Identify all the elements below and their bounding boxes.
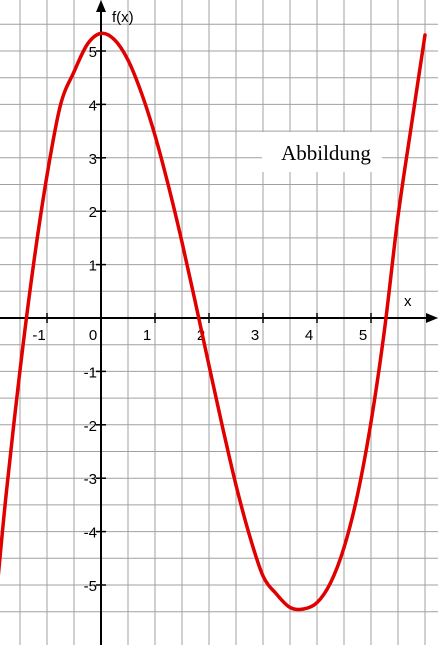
curve-point [249,534,250,536]
y-tick-label: -3 [84,471,97,488]
curve-point [343,547,345,549]
curve-point [330,582,331,584]
curve-point [6,490,7,492]
curve-point [168,185,169,187]
curve-point [127,59,129,61]
y-axis-label: f(x) [112,9,134,26]
curve-point [19,369,21,371]
x-tick-label: 5 [359,327,367,344]
curve-point [100,32,102,34]
y-tick-label: 4 [89,97,97,114]
curve-point [316,602,318,604]
x-axis-arrow [426,313,438,323]
curve-point [87,43,88,45]
curve-point [208,365,210,367]
x-tick-label: -1 [32,327,45,344]
annotation-label: Abbildung [281,141,371,165]
x-tick-label: 1 [143,327,151,344]
curve-point [276,593,277,595]
curve-point [222,426,223,428]
curve-point [303,608,304,610]
y-tick-label: 2 [89,204,97,221]
curve-point [411,124,412,126]
x-tick-label: 4 [305,327,313,344]
y-tick-label: -1 [84,364,97,381]
curve-point [384,329,385,331]
curve-point [195,302,196,304]
curve-point [289,606,291,608]
curve-point [73,71,75,73]
curve-point [33,264,34,266]
curve-point [262,575,264,577]
curve-point [370,421,372,423]
y-tick-label: -4 [84,525,97,542]
x-axis-label: x [404,293,412,310]
x-tick-label: 3 [251,327,259,344]
curve-point [235,484,237,486]
y-tick-label: -5 [84,578,97,595]
x-tick-label: 0 [89,327,97,344]
curve-point [357,494,358,496]
y-tick-label: -2 [84,418,97,435]
curve-layer [0,31,427,612]
curve-point [60,104,61,106]
curve-point [154,134,156,136]
curve-point [46,174,48,176]
y-tick-label: 3 [89,151,97,168]
y-axis-arrow [96,0,106,12]
curve-point [424,34,426,36]
y-tick-label: 1 [89,258,97,275]
function-curve [0,31,427,612]
curve-point [181,241,183,243]
curve-point [141,92,142,94]
curve-point [397,216,399,218]
curve-point [114,39,115,41]
annotation-box [262,132,382,172]
y-tick-label: 5 [89,44,97,61]
